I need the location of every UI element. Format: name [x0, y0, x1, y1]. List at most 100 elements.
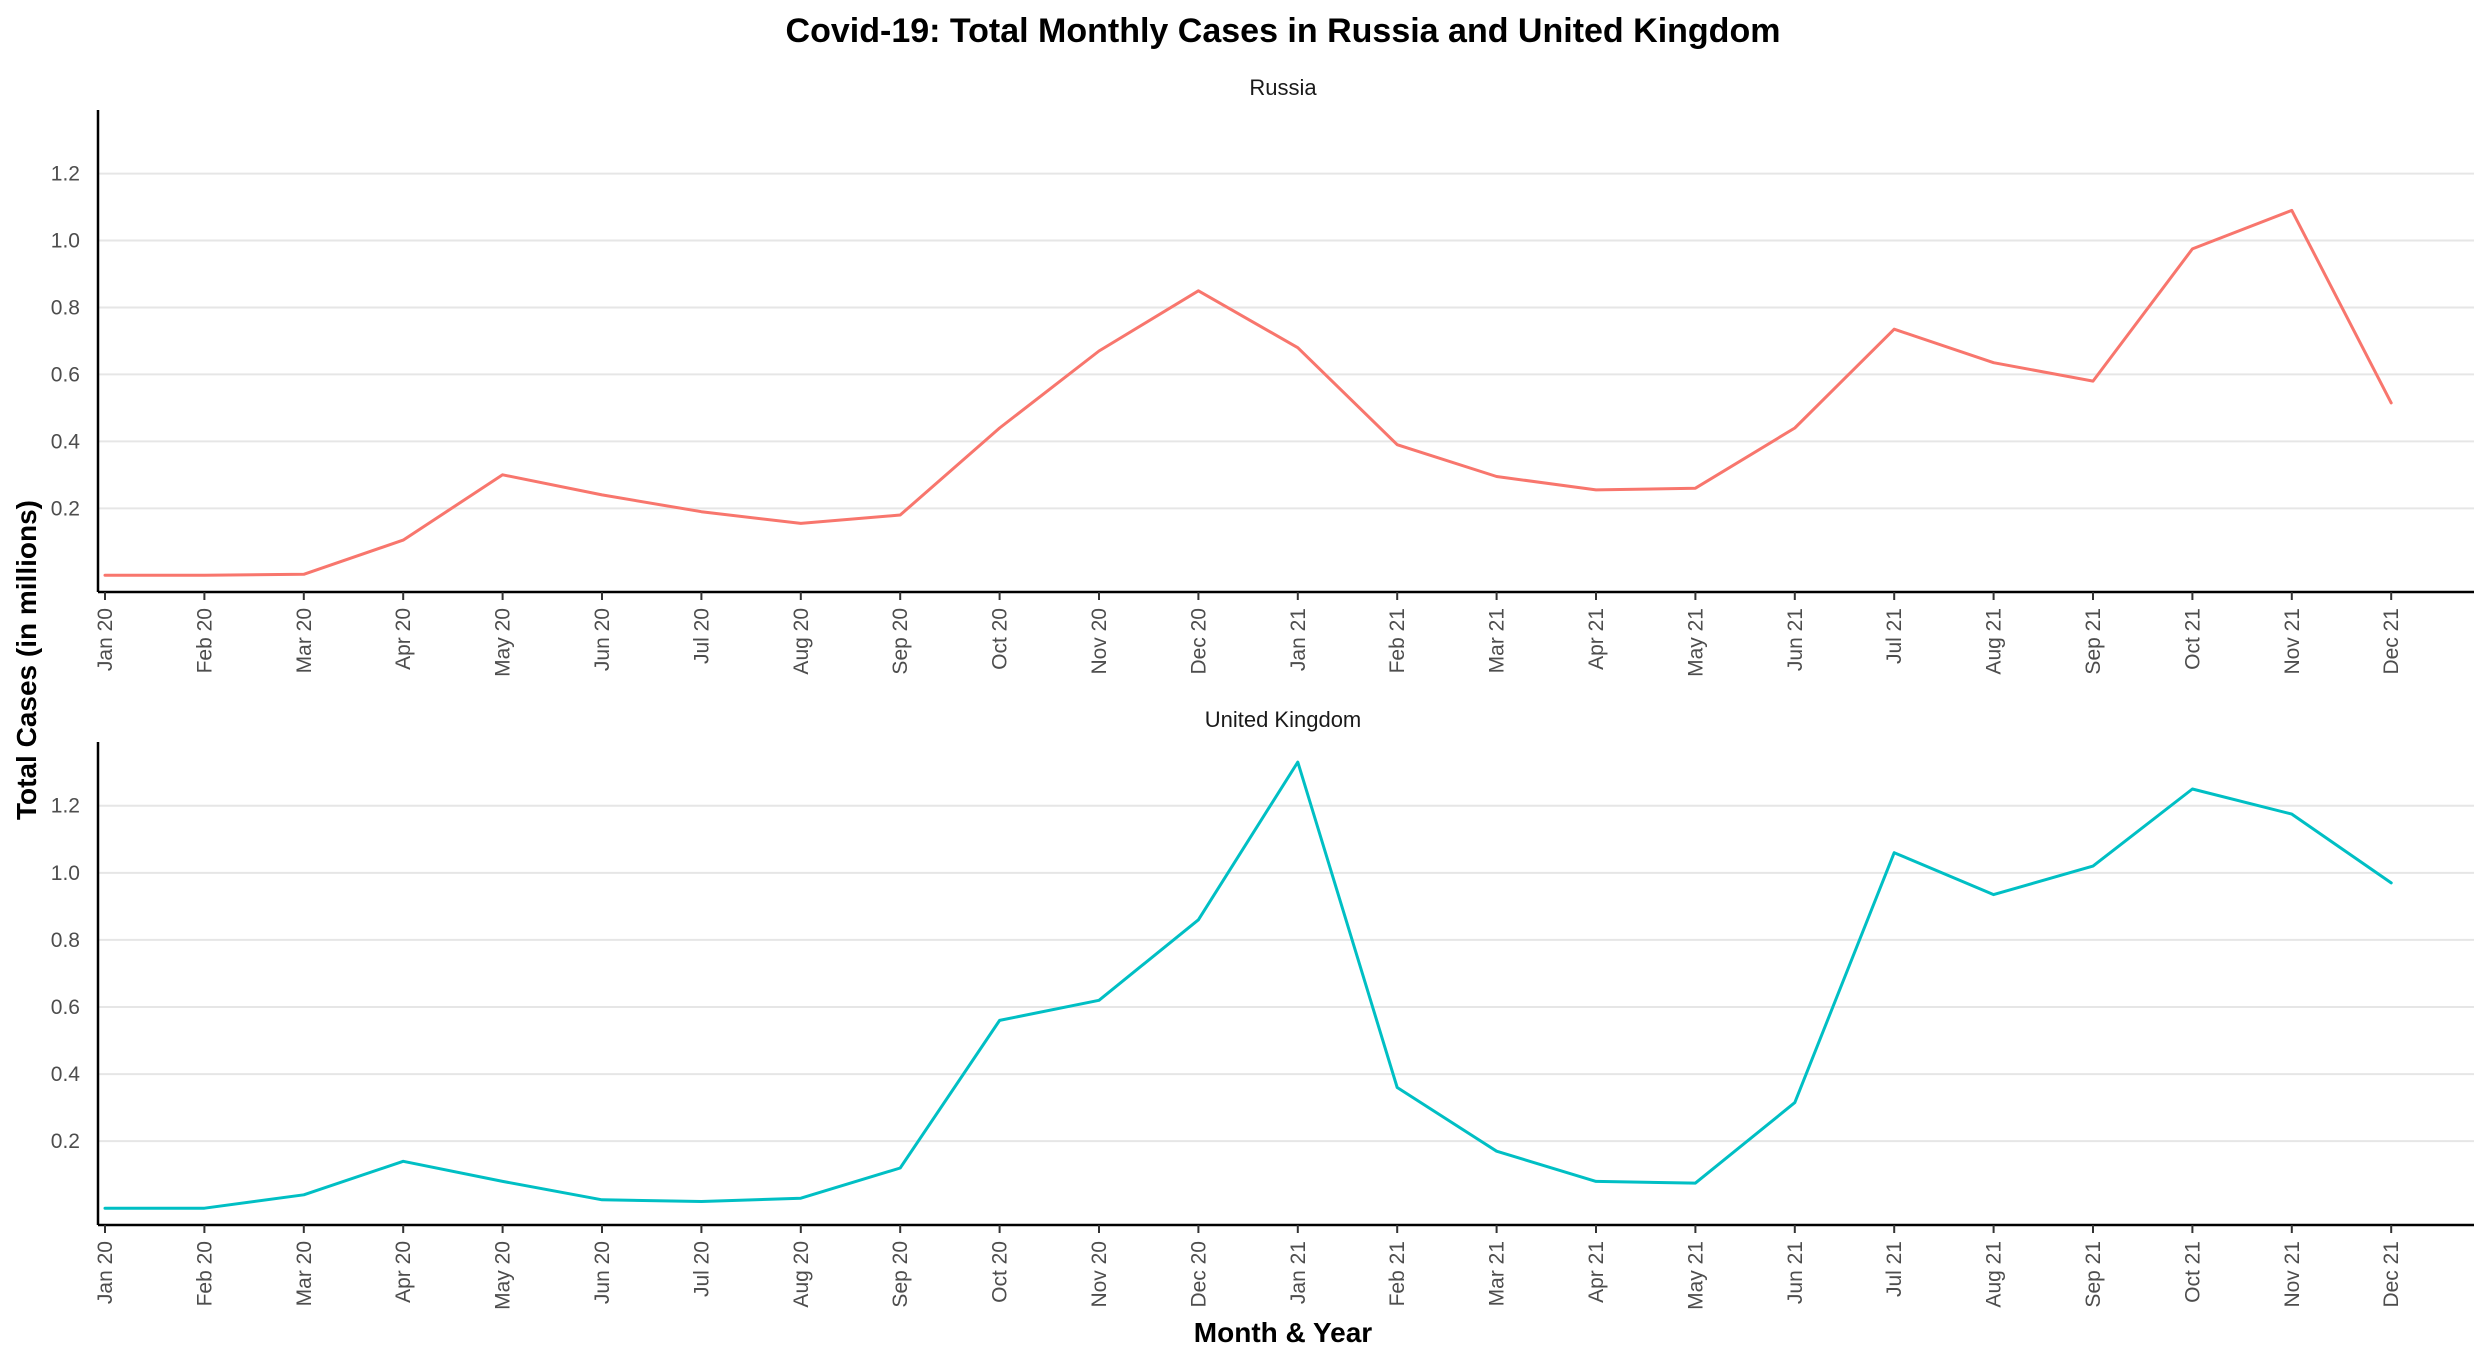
data-point [2390, 881, 2393, 884]
data-point [998, 1019, 1001, 1022]
data-point [2092, 865, 2095, 868]
x-tick-label: Aug 21 [1983, 608, 2006, 675]
series-line-russia [103, 208, 2393, 577]
x-tick-label: Aug 21 [1983, 1241, 2006, 1308]
x-tick-label: May 21 [1684, 1241, 1707, 1310]
data-point [1694, 487, 1697, 490]
y-tick-label: 0.2 [51, 1130, 80, 1153]
x-tick-label: Dec 21 [2380, 608, 2403, 675]
data-point [1396, 443, 1399, 446]
x-tick-label: Aug 20 [790, 1241, 813, 1308]
data-point [1197, 918, 1200, 921]
facet-label: United Kingdom [1205, 707, 1362, 732]
x-tick-label: Jan 21 [1287, 1241, 1310, 1304]
data-point [302, 573, 305, 576]
data-point [203, 1207, 206, 1210]
data-point [1098, 350, 1101, 353]
x-tick-label: Apr 21 [1585, 1241, 1608, 1303]
y-tick-label: 0.6 [51, 363, 80, 386]
x-tick-label: Sep 20 [889, 608, 912, 675]
x-tick-label: Oct 21 [2181, 1241, 2204, 1303]
x-tick-label: Sep 20 [889, 1241, 912, 1308]
panel-russia: Russia 0.2 0.4 0.6 0.8 1.0 1.2 Jan 20 Feb 20 Mar … [51, 75, 2474, 677]
data-point [1595, 488, 1598, 491]
data-point [1694, 1182, 1697, 1185]
data-point [302, 1193, 305, 1196]
x-tick-label: Feb 21 [1386, 1241, 1409, 1306]
x-tick-label: Mar 21 [1486, 608, 1509, 673]
data-point [1197, 289, 1200, 292]
data-point [899, 514, 902, 517]
x-tick-label: Jul 21 [1883, 1241, 1906, 1297]
facet-label: Russia [1249, 75, 1317, 100]
x-tick-label: Jun 20 [591, 608, 614, 671]
data-point [1296, 346, 1299, 349]
y-tick-label: 0.4 [51, 430, 81, 453]
series-line-united-kingdom [103, 760, 2393, 1210]
x-tick-label: Apr 20 [392, 608, 415, 670]
data-point [1098, 999, 1101, 1002]
x-tick-label: May 20 [492, 1241, 515, 1310]
x-axis-title: Month & Year [1194, 1317, 1373, 1348]
x-tick-label: Dec 21 [2380, 1241, 2403, 1308]
data-point [601, 1198, 604, 1201]
data-point [1793, 426, 1796, 429]
data-point [104, 1207, 107, 1210]
data-point [2390, 401, 2393, 404]
x-tick-label: May 21 [1684, 608, 1707, 677]
x-tick-label: Jul 20 [690, 608, 713, 664]
data-point [2092, 380, 2095, 383]
y-tick-label: 0.4 [51, 1063, 81, 1086]
data-point [1893, 328, 1896, 331]
data-point [2290, 209, 2293, 212]
data-point [1793, 1101, 1796, 1104]
x-tick-label: Feb 20 [193, 608, 216, 673]
y-tick-label: 0.8 [51, 296, 80, 319]
data-point [2290, 813, 2293, 816]
data-point [1495, 1150, 1498, 1153]
data-point [1595, 1180, 1598, 1183]
y-tick-label: 1.2 [51, 163, 80, 186]
data-point [1396, 1086, 1399, 1089]
data-point [700, 1200, 703, 1203]
x-tick-label: Apr 21 [1585, 608, 1608, 670]
chart-title: Covid-19: Total Monthly Cases in Russia … [786, 12, 1781, 50]
data-point [700, 510, 703, 513]
x-tick-label: Jun 21 [1784, 1241, 1807, 1304]
data-point [899, 1166, 902, 1169]
x-tick-label: Jul 21 [1883, 608, 1906, 664]
x-tick-label: Dec 20 [1187, 1241, 1210, 1308]
x-tick-label: Mar 21 [1486, 1241, 1509, 1306]
data-point [1495, 475, 1498, 478]
y-tick-label: 0.2 [51, 497, 80, 520]
data-point [402, 539, 405, 542]
x-tick-label: Jan 21 [1287, 608, 1310, 671]
data-point [501, 1180, 504, 1183]
x-tick-label: Jan 20 [94, 1241, 117, 1304]
y-axis-title: Total Cases (in millions) [11, 500, 42, 820]
data-point [104, 574, 107, 577]
x-tick-label: Sep 21 [2082, 608, 2105, 675]
y-tick-label: 1.0 [51, 862, 80, 885]
x-tick-label: Jan 20 [94, 608, 117, 671]
x-tick-label: Feb 21 [1386, 608, 1409, 673]
y-tick-label: 1.2 [51, 795, 80, 818]
y-tick-label: 0.8 [51, 929, 80, 952]
x-tick-label: Jun 20 [591, 1241, 614, 1304]
data-point [1296, 761, 1299, 764]
x-tick-label: Oct 20 [989, 608, 1012, 670]
data-point [402, 1160, 405, 1163]
x-tick-label: Mar 20 [293, 608, 316, 673]
x-tick-label: Apr 20 [392, 1241, 415, 1303]
panels: Russia 0.2 0.4 0.6 0.8 1.0 1.2 Jan 20 Feb 20 Mar … [51, 75, 2474, 1310]
panel-united-kingdom: United Kingdom 0.2 0.4 0.6 0.8 1.0 1.2 Jan 20 Fe… [51, 707, 2474, 1310]
data-point [601, 493, 604, 496]
data-point [1893, 851, 1896, 854]
x-tick-label: Nov 21 [2281, 608, 2304, 675]
data-point [1992, 893, 1995, 896]
x-tick-label: Feb 20 [193, 1241, 216, 1306]
x-tick-label: Jul 20 [690, 1241, 713, 1297]
data-point [799, 1197, 802, 1200]
